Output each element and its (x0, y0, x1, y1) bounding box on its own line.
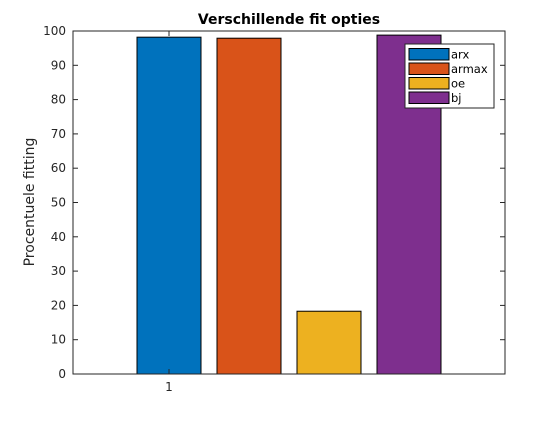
y-tick-label: 10 (51, 333, 66, 347)
y-tick-label: 30 (51, 264, 66, 278)
legend-label-armax: armax (451, 62, 488, 76)
y-tick-label: 20 (51, 298, 66, 312)
x-ticks-group: 1 (165, 31, 173, 394)
y-tick-label: 100 (43, 24, 66, 38)
legend-swatch-oe (408, 77, 450, 90)
y-tick-label: 50 (51, 196, 66, 210)
bar-arx (136, 36, 202, 375)
y-axis-label: Procentuele fitting (22, 138, 38, 267)
legend-swatch-armax (408, 62, 450, 75)
y-tick-label: 0 (58, 367, 66, 381)
legend-swatch-bj (408, 91, 450, 104)
y-tick-label: 90 (51, 58, 66, 72)
legend-label-oe: oe (451, 77, 465, 91)
legend-label-arx: arx (451, 48, 469, 62)
x-tick-label: 1 (165, 380, 173, 394)
y-tick-label: 70 (51, 127, 66, 141)
y-tick-label: 40 (51, 230, 66, 244)
bar-oe (296, 310, 362, 375)
legend-label-bj: bj (451, 91, 462, 105)
legend-swatch-arx (408, 48, 450, 61)
chart-title: Verschillende fit opties (198, 12, 380, 28)
y-tick-label: 80 (51, 93, 66, 107)
bar-armax (216, 37, 282, 375)
y-ticks-group: 0 10 20 30 40 50 60 70 80 90 100 (43, 24, 505, 381)
axes-frame (72, 30, 506, 375)
y-tick-label: 60 (51, 161, 66, 175)
axes-box (72, 30, 506, 375)
